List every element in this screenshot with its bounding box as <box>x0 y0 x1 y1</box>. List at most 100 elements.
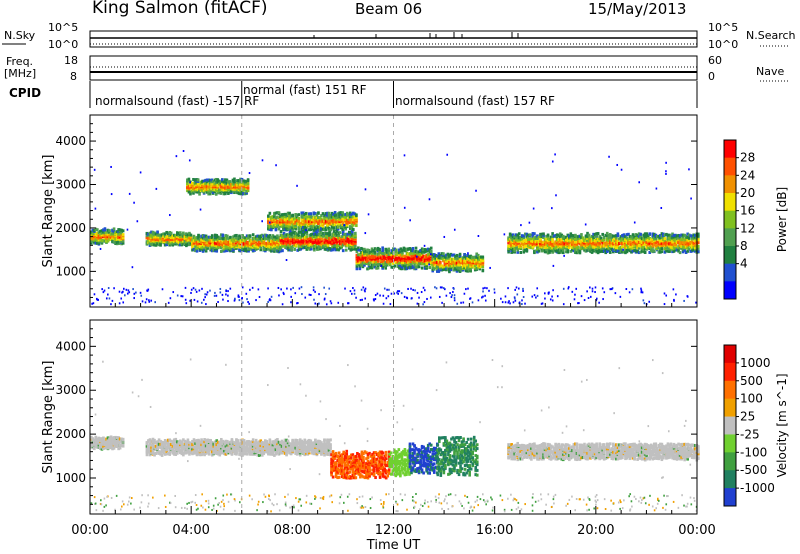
time-label-4: 16:00 <box>476 523 513 538</box>
power-colorbar: 28 24 20 16 12 8 4 Power [dB] <box>723 139 789 300</box>
nave-label: Nave <box>756 65 785 78</box>
velocity-echo-band-5 <box>436 435 479 477</box>
cpid-segment-2: normal (fast) 151 RF <box>243 83 367 97</box>
power-colorbar-swatch-8 <box>724 281 736 300</box>
velocity-colorbar-tick-3: 25 <box>740 410 755 424</box>
power-colorbar-swatch-3 <box>724 193 736 212</box>
power-echo-band-1 <box>145 230 193 248</box>
power-colorbar-tick-4: 12 <box>740 221 755 235</box>
power-colorbar-tick-1: 24 <box>740 168 755 182</box>
nsearch-label: N.Search <box>746 29 796 42</box>
velocity-colorbar-tick-5: -100 <box>740 445 767 459</box>
time-label-1: 04:00 <box>172 523 209 538</box>
power-colorbar-tick-3: 16 <box>740 204 755 218</box>
power-echo-band-5 <box>186 177 250 196</box>
velocity-colorbar-tick-2: 100 <box>740 392 763 406</box>
freq-left-top: 18 <box>64 54 78 67</box>
velocity-colorbar-swatch-3 <box>724 398 736 418</box>
velocity-colorbar-tick-7: -1000 <box>740 481 775 495</box>
power-echo-band-6 <box>267 210 358 233</box>
velocity-ylabel: Slant Range [km] <box>41 361 56 474</box>
velocity-colorbar-swatch-0 <box>724 345 736 364</box>
velocity-heatmap <box>90 358 700 513</box>
velocity-colorbar-tick-0: 1000 <box>740 356 771 370</box>
cpid-segment-3: normalsound (fast) 157 RF <box>395 94 555 108</box>
power-colorbar-swatch-1 <box>724 157 736 176</box>
power-colorbar-swatch-7 <box>724 263 736 282</box>
cpid-label: CPID <box>9 86 42 100</box>
noise-left-top: 10^5 <box>48 21 79 34</box>
power-echo-band-2 <box>191 233 282 254</box>
velocity-colorbar-tick-4: -25 <box>740 427 760 441</box>
power-colorbar-tick-2: 20 <box>740 186 755 200</box>
velocity-near-range-echoes <box>90 358 698 513</box>
power-echo-band-4 <box>355 246 433 271</box>
freq-label: Freq. <box>6 55 34 68</box>
velocity-colorbar-frame <box>723 344 737 507</box>
time-label-5: 20:00 <box>577 523 614 538</box>
time-label-2: 08:00 <box>274 523 311 538</box>
noise-right-top: 10^5 <box>708 21 739 34</box>
velocity-ytick-label-0: 1000 <box>55 471 86 485</box>
velocity-colorbar-swatch-4 <box>724 416 736 435</box>
time-axis-title: Time UT <box>366 538 420 553</box>
power-colorbar-label: Power [dB] <box>775 187 789 252</box>
velocity-colorbar-swatch-5 <box>724 434 736 453</box>
nsky-label: N.Sky <box>4 29 36 42</box>
time-label-6: 00:00 <box>678 523 715 538</box>
velocity-echo-band-3 <box>388 447 411 478</box>
power-near-range-echoes <box>91 150 697 306</box>
velocity-echo-band-1 <box>145 437 332 457</box>
velocity-echo-band-6 <box>507 441 700 462</box>
velocity-echo-band-0 <box>90 435 125 451</box>
power-colorbar-tick-0: 28 <box>740 151 755 165</box>
power-ytick-label-2: 3000 <box>55 178 86 192</box>
power-colorbar-swatch-6 <box>724 246 736 265</box>
freq-right-top: 60 <box>708 54 722 67</box>
cpid-segment-1: normalsound (fast) -157 RF <box>95 94 260 108</box>
freq-left-bottom: 8 <box>70 70 77 83</box>
velocity-ytick-label-2: 3000 <box>55 383 86 397</box>
power-heatmap <box>90 150 700 306</box>
power-colorbar-tick-5: 8 <box>740 239 748 253</box>
noise-panel-frame <box>89 30 698 48</box>
velocity-colorbar-label: Velocity [m s^-1] <box>775 373 789 477</box>
noise-left-bottom: 10^0 <box>48 38 79 51</box>
freq-right-bottom: 0 <box>708 70 715 83</box>
freq-panel-frame <box>89 55 698 81</box>
velocity-colorbar-swatch-7 <box>724 470 736 489</box>
velocity-ytick-label-3: 4000 <box>55 339 86 353</box>
power-echo-band-8 <box>507 231 700 255</box>
power-colorbar-tick-6: 4 <box>740 257 748 271</box>
power-echo-band-0 <box>90 227 125 246</box>
power-colorbar-swatch-0 <box>724 140 736 159</box>
velocity-echo-band-2 <box>330 449 391 480</box>
power-colorbar-swatch-5 <box>724 228 736 247</box>
time-label-3: 12:00 <box>375 523 412 538</box>
velocity-colorbar-swatch-2 <box>724 380 736 400</box>
noise-right-bottom: 10^0 <box>708 38 739 51</box>
power-echo-band-3 <box>279 229 357 253</box>
time-label-0: 00:00 <box>71 523 108 538</box>
power-ytick-label-3: 4000 <box>55 134 86 148</box>
velocity-colorbar-swatch-6 <box>724 452 736 471</box>
beam-title: Beam 06 <box>355 0 423 18</box>
date-title: 15/May/2013 <box>588 0 687 18</box>
power-ylabel: Slant Range [km] <box>41 155 56 268</box>
power-ytick-label-0: 1000 <box>55 264 86 278</box>
station-title: King Salmon (fitACF) <box>92 0 268 18</box>
velocity-colorbar-tick-1: 500 <box>740 374 763 388</box>
velocity-colorbar-tick-6: -500 <box>740 463 767 477</box>
velocity-echo-band-4 <box>408 442 439 475</box>
power-colorbar-swatch-4 <box>724 210 736 229</box>
power-colorbar-swatch-2 <box>724 175 736 194</box>
power-colorbar-frame <box>723 139 737 300</box>
velocity-ytick-label-1: 2000 <box>55 427 86 441</box>
velocity-colorbar-swatch-1 <box>724 362 736 382</box>
power-echo-band-7 <box>431 252 485 274</box>
freq-unit-label: [MHz] <box>4 67 37 80</box>
velocity-colorbar-swatch-8 <box>724 488 736 507</box>
power-ytick-label-1: 2000 <box>55 221 86 235</box>
